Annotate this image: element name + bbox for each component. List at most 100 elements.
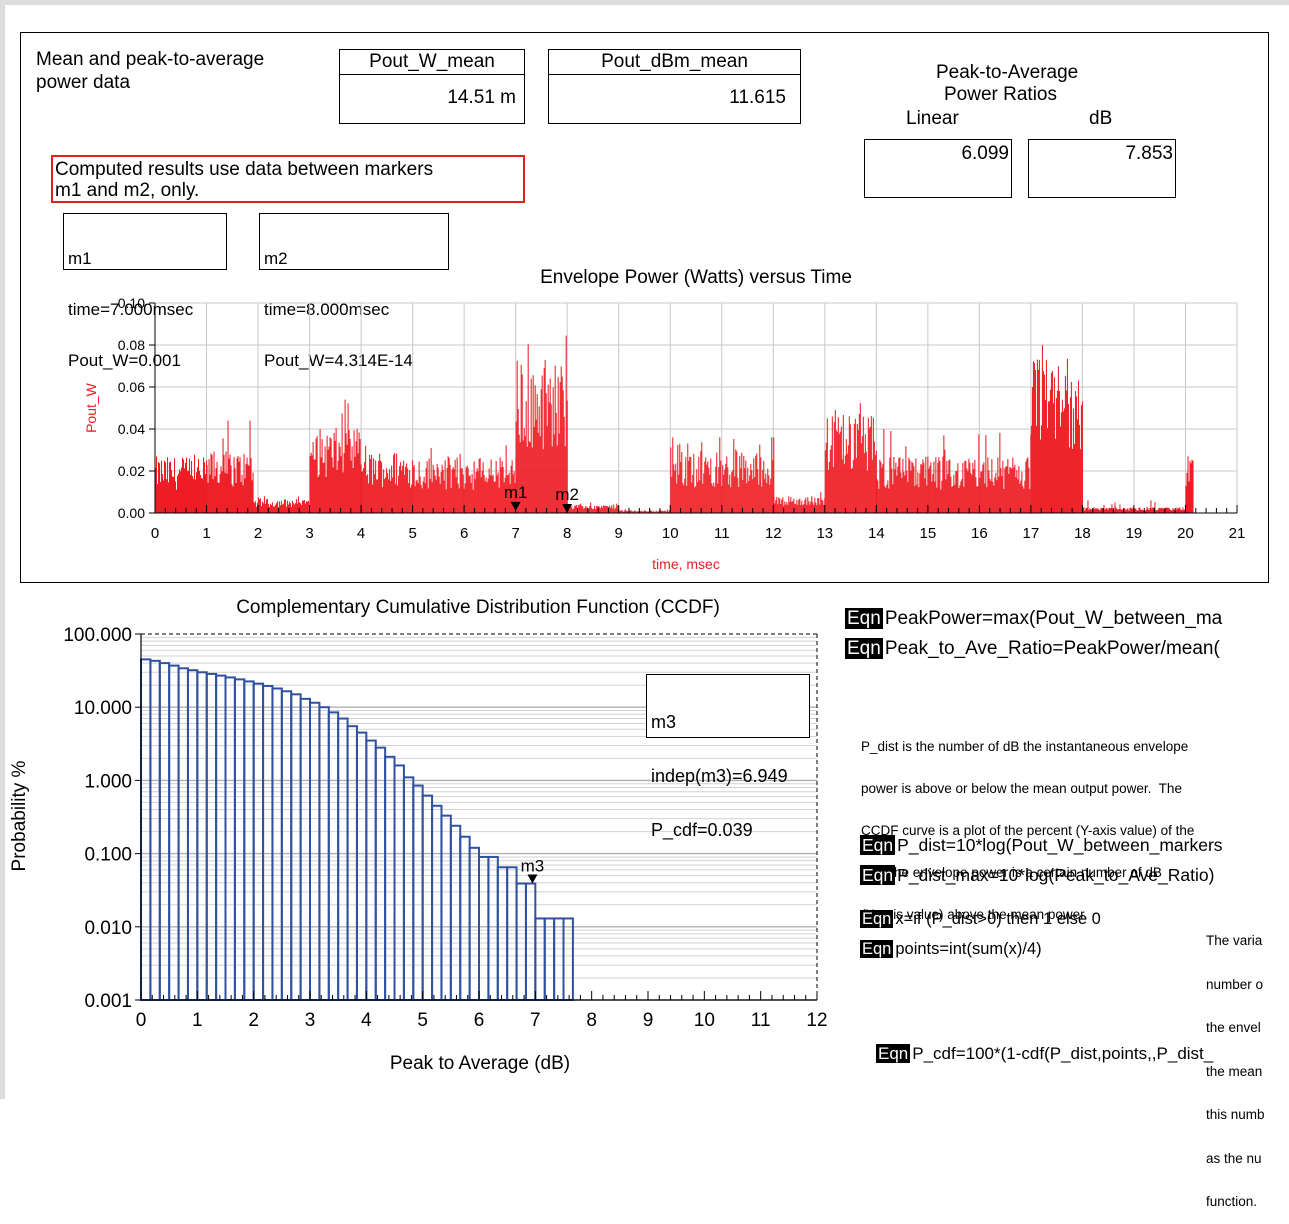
envelope-bar — [482, 462, 484, 513]
envelope-bar — [563, 416, 565, 513]
envelope-bar — [676, 483, 678, 513]
envelope-bar — [383, 469, 385, 513]
envelope-bar — [167, 457, 169, 513]
envelope-bar — [721, 486, 723, 513]
envelope-bar — [709, 474, 711, 513]
x-tick-label: 19 — [1126, 525, 1143, 542]
envelope-bar — [594, 505, 596, 513]
envelope-bar — [1169, 509, 1171, 513]
envelope-bar — [1058, 391, 1060, 513]
ccdf-bar — [534, 917, 546, 1002]
envelope-bar — [596, 506, 598, 513]
envelope-bar — [1005, 466, 1007, 513]
envelope-bar — [867, 417, 869, 513]
envelope-bar — [629, 510, 631, 513]
envelope-bar — [774, 503, 776, 513]
y-tick-label: 0.001 — [84, 991, 132, 1012]
envelope-bar — [641, 511, 643, 513]
envelope-bar — [484, 481, 486, 513]
ccdf-bar — [478, 855, 490, 1002]
envelope-bar — [554, 365, 556, 513]
envelope-bar — [265, 499, 267, 513]
envelope-bar — [430, 448, 432, 513]
side-line: this numb — [1206, 1107, 1265, 1122]
envelope-bar — [773, 497, 775, 513]
envelope-bar — [1144, 510, 1146, 513]
envelope-bar — [1111, 504, 1113, 513]
envelope-bar — [1132, 507, 1134, 513]
envelope-bar — [857, 429, 859, 513]
envelope-bar — [347, 403, 349, 513]
envelope-bar — [278, 501, 280, 513]
envelope-bar — [378, 461, 380, 513]
envelope-bar — [725, 463, 727, 513]
envelope-bar — [175, 481, 177, 513]
envelope-bar — [530, 378, 532, 513]
envelope-bar — [488, 468, 490, 513]
envelope-bar — [296, 503, 298, 513]
envelope-bar — [559, 382, 561, 513]
envelope-bar — [775, 500, 777, 513]
envelope-bar — [272, 506, 274, 513]
envelope-bar — [602, 507, 604, 513]
envelope-bar — [1119, 504, 1121, 513]
envelope-bar — [866, 470, 868, 513]
envelope-bar — [1155, 510, 1157, 513]
envelope-bar — [707, 461, 709, 513]
envelope-bar — [994, 477, 996, 513]
envelope-bar — [546, 426, 548, 513]
side-line: the envel — [1206, 1020, 1261, 1035]
envelope-bar — [661, 510, 663, 513]
envelope-bar — [315, 438, 317, 513]
envelope-bar — [711, 483, 713, 513]
envelope-bar — [911, 461, 913, 513]
envelope-bar — [906, 470, 908, 513]
envelope-bar — [1068, 447, 1070, 513]
envelope-bar — [1069, 397, 1071, 513]
envelope-bar — [1049, 389, 1051, 513]
envelope-bar — [321, 439, 323, 513]
x-tick-label: 9 — [615, 525, 623, 542]
envelope-bar — [1120, 509, 1122, 513]
envelope-bar — [283, 499, 285, 513]
envelope-bar — [974, 459, 976, 513]
envelope-bar — [873, 441, 875, 513]
envelope-bar — [580, 503, 582, 513]
envelope-bar — [251, 480, 253, 513]
envelope-bar — [1091, 509, 1093, 513]
envelope-bar — [317, 477, 319, 513]
window-left-edge — [0, 0, 5, 1099]
envelope-bar — [281, 504, 283, 513]
envelope-bar — [551, 446, 553, 513]
envelope-bar — [744, 468, 746, 513]
envelope-bar — [311, 455, 313, 513]
envelope-bar — [465, 467, 467, 513]
envelope-bar — [957, 463, 959, 513]
envelope-bar — [1099, 510, 1101, 513]
envelope-bar — [266, 498, 268, 513]
db-label: dB — [1089, 108, 1113, 129]
ccdf-bar — [186, 669, 199, 1001]
ccdf-bar — [299, 697, 312, 1001]
envelope-bar — [578, 505, 580, 513]
envelope-bar — [1003, 488, 1005, 513]
envelope-bar — [956, 471, 958, 513]
envelope-bar — [299, 503, 301, 513]
envelope-bar — [490, 459, 492, 513]
envelope-bar — [692, 474, 694, 513]
envelope-bar — [1184, 509, 1186, 513]
envelope-bar — [410, 487, 412, 513]
envelope-bar — [835, 430, 837, 513]
envelope-bar — [959, 485, 961, 513]
envelope-bar — [445, 489, 447, 513]
envelope-bar — [614, 509, 616, 513]
envelope-bar — [1109, 507, 1111, 513]
envelope-bar — [741, 452, 743, 513]
envelope-bar — [1130, 507, 1132, 513]
envelope-bar — [516, 360, 518, 513]
envelope-bar — [536, 394, 538, 513]
envelope-bar — [696, 469, 698, 513]
envelope-bar — [970, 472, 972, 513]
envelope-bar — [1189, 460, 1191, 513]
envelope-bar — [241, 474, 243, 513]
